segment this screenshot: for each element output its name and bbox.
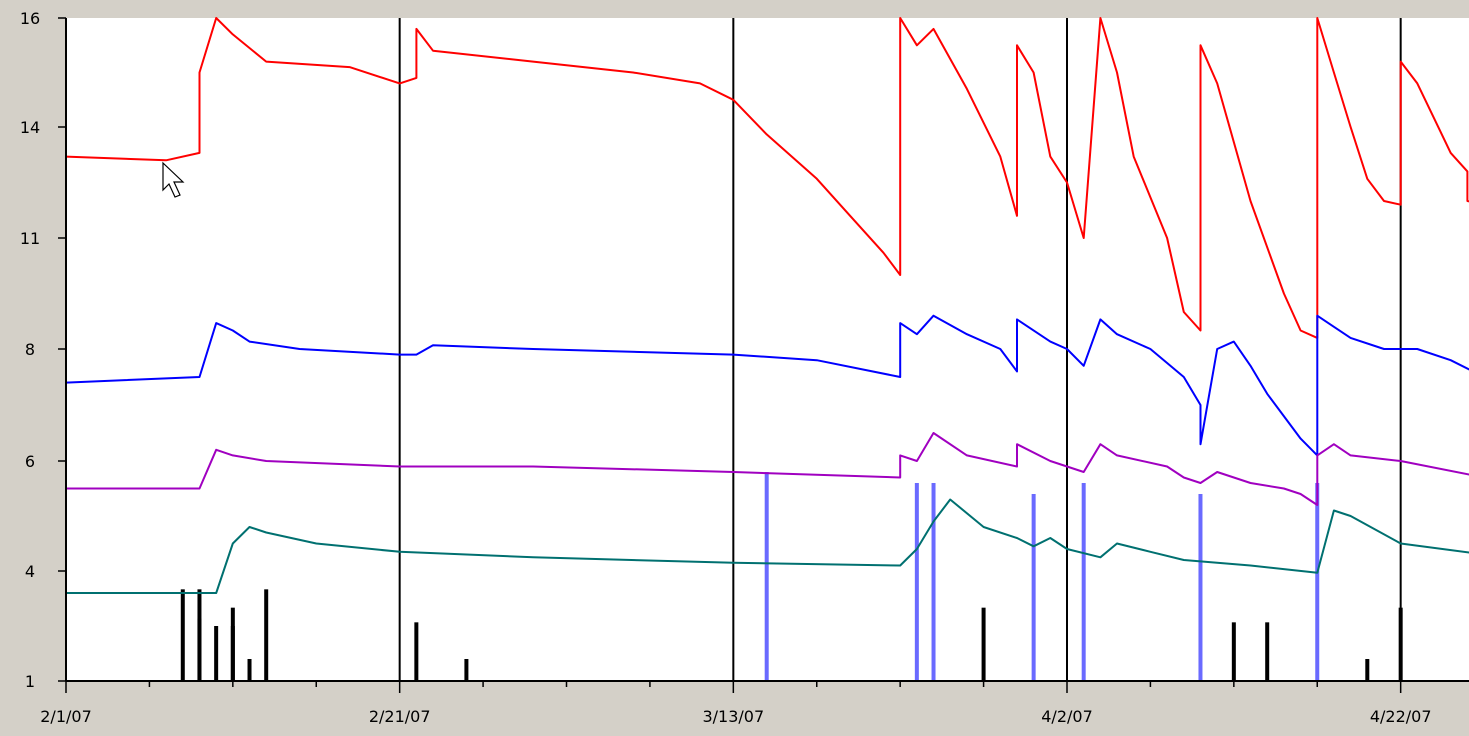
bar-mark [414, 622, 419, 681]
bar-mark [464, 659, 469, 681]
y-tick-label: 4 [25, 562, 35, 581]
bar-mark [1315, 483, 1320, 681]
bar-mark [1265, 622, 1270, 681]
y-tick-label: 1 [25, 672, 35, 691]
series-line [66, 498, 1469, 594]
bar-marks [180, 472, 1403, 681]
x-tick-label: 4/22/07 [1370, 707, 1432, 726]
x-tick-label: 2/21/07 [369, 707, 431, 726]
bar-mark [247, 659, 252, 681]
bar-mark [1031, 494, 1036, 681]
mouse-cursor-icon [162, 161, 185, 198]
bar-mark [1231, 622, 1236, 681]
series-line [65, 17, 1469, 339]
bar-mark [197, 589, 202, 681]
bar-mark [1365, 659, 1370, 681]
y-tick-label: 14 [20, 118, 40, 137]
bar-mark [264, 589, 269, 681]
bar-mark [1398, 607, 1403, 681]
bar-mark [214, 626, 219, 681]
x-tick-label: 2/1/07 [40, 707, 92, 726]
bar-mark [1081, 483, 1086, 681]
y-tick-label: 8 [25, 340, 35, 359]
x-tick-label: 4/2/07 [1041, 707, 1093, 726]
bar-mark [180, 589, 185, 681]
bar-mark [981, 607, 986, 681]
series-line [65, 314, 1469, 457]
y-tick-label: 6 [25, 452, 35, 471]
x-tick-label: 3/13/07 [702, 707, 764, 726]
bar-mark [914, 483, 919, 681]
bar-mark [1198, 494, 1203, 681]
y-tick-label: 16 [20, 9, 40, 28]
bar-mark [230, 626, 235, 681]
y-tick-label: 11 [20, 229, 40, 248]
bar-mark [764, 472, 769, 681]
series-line [66, 432, 1469, 506]
bar-mark [931, 483, 936, 681]
series-lines [65, 17, 1469, 594]
